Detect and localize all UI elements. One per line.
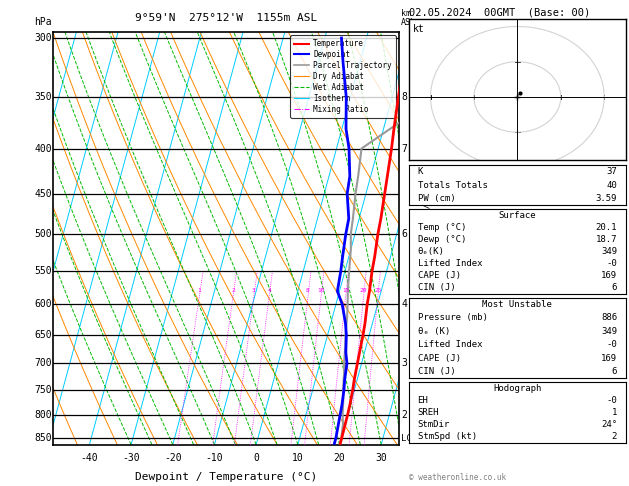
Text: -10: -10 bbox=[206, 453, 223, 463]
Text: 2: 2 bbox=[231, 288, 235, 293]
Text: 3.59: 3.59 bbox=[596, 194, 617, 203]
Text: Lifted Index: Lifted Index bbox=[418, 340, 482, 349]
Text: © weatheronline.co.uk: © weatheronline.co.uk bbox=[409, 473, 506, 482]
Text: 37: 37 bbox=[606, 167, 617, 176]
Text: -0: -0 bbox=[606, 259, 617, 268]
Text: 3: 3 bbox=[252, 288, 256, 293]
Text: 6: 6 bbox=[401, 229, 407, 239]
Text: 169: 169 bbox=[601, 353, 617, 363]
Text: Dewp (°C): Dewp (°C) bbox=[418, 235, 466, 244]
Text: Pressure (mb): Pressure (mb) bbox=[418, 313, 487, 323]
Text: 20: 20 bbox=[333, 453, 345, 463]
Text: -0: -0 bbox=[606, 340, 617, 349]
Text: km
ASL: km ASL bbox=[401, 9, 416, 27]
Text: θₑ (K): θₑ (K) bbox=[418, 327, 450, 336]
Text: 6: 6 bbox=[612, 367, 617, 376]
Text: StmSpd (kt): StmSpd (kt) bbox=[418, 432, 477, 441]
Text: 4: 4 bbox=[267, 288, 271, 293]
Text: Mixing Ratio (g/kg): Mixing Ratio (g/kg) bbox=[423, 187, 431, 289]
Text: 6: 6 bbox=[612, 283, 617, 293]
Text: 0: 0 bbox=[253, 453, 259, 463]
Text: 2: 2 bbox=[612, 432, 617, 441]
Text: 350: 350 bbox=[34, 92, 52, 102]
Text: -20: -20 bbox=[164, 453, 182, 463]
Text: 450: 450 bbox=[34, 189, 52, 199]
Text: 550: 550 bbox=[34, 266, 52, 276]
Text: Dewpoint / Temperature (°C): Dewpoint / Temperature (°C) bbox=[135, 471, 318, 482]
Text: 700: 700 bbox=[34, 358, 52, 368]
Text: 2: 2 bbox=[401, 410, 407, 420]
Text: 40: 40 bbox=[606, 181, 617, 190]
Text: Surface: Surface bbox=[499, 210, 536, 220]
Text: 9°59'N  275°12'W  1155m ASL: 9°59'N 275°12'W 1155m ASL bbox=[135, 13, 318, 23]
Text: CIN (J): CIN (J) bbox=[418, 367, 455, 376]
Text: 10: 10 bbox=[318, 288, 325, 293]
Text: hPa: hPa bbox=[34, 17, 52, 27]
Text: Hodograph: Hodograph bbox=[493, 383, 542, 393]
Text: EH: EH bbox=[418, 396, 428, 405]
Text: 650: 650 bbox=[34, 330, 52, 340]
Text: PW (cm): PW (cm) bbox=[418, 194, 455, 203]
Text: 1: 1 bbox=[198, 288, 201, 293]
Text: Lifted Index: Lifted Index bbox=[418, 259, 482, 268]
Text: 7: 7 bbox=[401, 143, 407, 154]
Text: 1: 1 bbox=[612, 408, 617, 417]
Text: Temp (°C): Temp (°C) bbox=[418, 223, 466, 232]
Text: LCL: LCL bbox=[401, 434, 417, 443]
Text: 349: 349 bbox=[601, 327, 617, 336]
Text: 02.05.2024  00GMT  (Base: 00): 02.05.2024 00GMT (Base: 00) bbox=[409, 7, 590, 17]
Text: 15: 15 bbox=[342, 288, 349, 293]
Text: 3: 3 bbox=[401, 358, 407, 368]
Text: CIN (J): CIN (J) bbox=[418, 283, 455, 293]
Text: 24°: 24° bbox=[601, 420, 617, 429]
Text: 886: 886 bbox=[601, 313, 617, 323]
Text: SREH: SREH bbox=[418, 408, 439, 417]
Legend: Temperature, Dewpoint, Parcel Trajectory, Dry Adiabat, Wet Adiabat, Isotherm, Mi: Temperature, Dewpoint, Parcel Trajectory… bbox=[290, 35, 396, 118]
Text: θₑ(K): θₑ(K) bbox=[418, 247, 445, 256]
Text: kt: kt bbox=[413, 24, 425, 34]
Text: Most Unstable: Most Unstable bbox=[482, 300, 552, 309]
Text: Totals Totals: Totals Totals bbox=[418, 181, 487, 190]
Text: 30: 30 bbox=[376, 453, 387, 463]
Text: -30: -30 bbox=[122, 453, 140, 463]
Text: 800: 800 bbox=[34, 410, 52, 420]
Text: -0: -0 bbox=[606, 396, 617, 405]
Text: 20.1: 20.1 bbox=[596, 223, 617, 232]
Text: -40: -40 bbox=[81, 453, 98, 463]
Text: 600: 600 bbox=[34, 299, 52, 309]
Text: 500: 500 bbox=[34, 229, 52, 239]
Text: 8: 8 bbox=[401, 92, 407, 102]
Text: StmDir: StmDir bbox=[418, 420, 450, 429]
Text: 18.7: 18.7 bbox=[596, 235, 617, 244]
Text: 850: 850 bbox=[34, 433, 52, 443]
Text: 25: 25 bbox=[374, 288, 382, 293]
Text: CAPE (J): CAPE (J) bbox=[418, 271, 460, 280]
Text: 20: 20 bbox=[360, 288, 367, 293]
Text: 349: 349 bbox=[601, 247, 617, 256]
Text: K: K bbox=[418, 167, 423, 176]
Text: 8: 8 bbox=[306, 288, 310, 293]
Text: CAPE (J): CAPE (J) bbox=[418, 353, 460, 363]
Text: 400: 400 bbox=[34, 143, 52, 154]
Text: 4: 4 bbox=[401, 299, 407, 309]
Text: 169: 169 bbox=[601, 271, 617, 280]
Text: 300: 300 bbox=[34, 33, 52, 43]
Text: 10: 10 bbox=[292, 453, 304, 463]
Text: 750: 750 bbox=[34, 385, 52, 395]
